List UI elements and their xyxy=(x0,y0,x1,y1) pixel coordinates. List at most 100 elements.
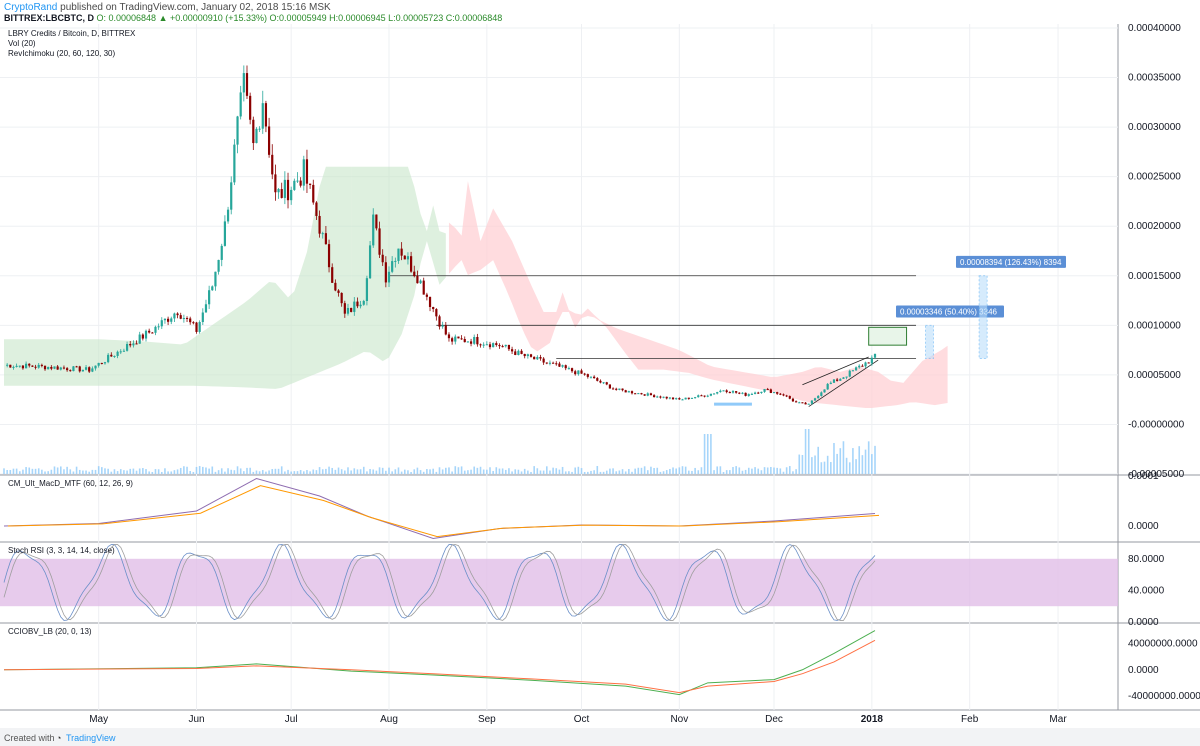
candle-body xyxy=(753,392,757,394)
candle-body xyxy=(482,344,485,346)
volume-bar xyxy=(41,469,43,474)
candle-body xyxy=(678,398,681,400)
candle-body xyxy=(324,233,327,245)
volume-bar xyxy=(640,467,643,474)
tradingview-brand[interactable]: TradingView xyxy=(66,733,116,743)
target-box xyxy=(868,326,908,346)
candle-body xyxy=(832,379,836,383)
candle-body xyxy=(684,397,687,400)
candle-body xyxy=(69,370,72,372)
volume-bar xyxy=(211,466,214,474)
volume-bar xyxy=(15,468,18,474)
volume-bar xyxy=(135,470,138,474)
candle-body xyxy=(129,344,132,346)
candle-body xyxy=(608,384,612,389)
volume-bar xyxy=(239,468,242,474)
volume-bar xyxy=(830,462,832,474)
candle-body xyxy=(81,369,84,372)
candle-body xyxy=(37,364,40,368)
volume-bar xyxy=(151,471,154,474)
volume-bar xyxy=(539,470,542,474)
candle-body xyxy=(700,395,703,397)
measure-range xyxy=(924,324,934,360)
candle-body xyxy=(375,214,378,229)
volume-bar xyxy=(729,470,731,474)
ichimoku-cloud-segment xyxy=(4,166,352,389)
candle-body xyxy=(529,354,533,357)
candle-body xyxy=(820,392,823,396)
volume-bar xyxy=(826,455,829,474)
candle-body xyxy=(185,318,189,320)
volume-bar xyxy=(258,471,261,474)
x-tick-label: Dec xyxy=(765,714,783,725)
horizontal-levels[interactable]: 0.00003346 (50.40%) 3346 0.00008394 (126.… xyxy=(389,255,1066,407)
candle-body xyxy=(31,365,34,367)
candle-body xyxy=(53,366,56,369)
volume-bar xyxy=(233,470,236,474)
volume-bar xyxy=(220,468,223,474)
candle-body xyxy=(826,383,829,390)
measure-label-bg xyxy=(896,305,1004,318)
candle-body xyxy=(709,393,713,396)
chart-header: CryptoRand published on TradingView.com,… xyxy=(0,0,1200,24)
candle-body xyxy=(78,366,81,372)
volume-bar xyxy=(397,467,400,474)
candle-body xyxy=(580,370,583,374)
volume-bar xyxy=(217,470,220,474)
candle-body xyxy=(170,318,173,322)
volume-bar xyxy=(28,467,31,474)
volume-bar xyxy=(684,466,687,474)
volume-bar xyxy=(419,470,422,474)
volume-bar xyxy=(429,469,431,474)
candle-body xyxy=(567,368,570,370)
candle-body xyxy=(498,345,501,347)
volume-bar xyxy=(18,471,21,474)
volume-bar xyxy=(596,466,599,474)
candle-body xyxy=(34,366,37,368)
candle-body xyxy=(782,394,785,396)
candle-body xyxy=(454,336,457,342)
candle-body xyxy=(589,376,593,378)
candle-body xyxy=(47,366,50,370)
candle-body xyxy=(867,362,870,364)
volume-bar xyxy=(741,470,744,474)
volume-bar xyxy=(277,468,280,474)
candle-body xyxy=(132,343,135,346)
volume-bar xyxy=(839,448,842,474)
tradingview-chart[interactable]: 0.00003346 (50.40%) 3346 0.00008394 (126.… xyxy=(0,24,1200,728)
volume-bar xyxy=(344,470,346,474)
volume-bar xyxy=(571,471,573,474)
volume-bar xyxy=(176,469,179,474)
symbol-label: BITTREX:LBCBTC, D xyxy=(4,13,94,23)
volume-bar xyxy=(78,469,81,474)
ichimoku-cloud xyxy=(4,166,948,409)
candle-body xyxy=(548,362,552,364)
volume-bar xyxy=(564,471,567,474)
candle-body xyxy=(189,318,192,323)
volume-bar xyxy=(744,469,747,474)
volume-bar xyxy=(154,469,157,474)
volume-bar xyxy=(738,467,741,474)
volume-bar xyxy=(309,471,311,474)
candle-body xyxy=(694,397,697,399)
volume-bar xyxy=(558,469,561,474)
volume-bar xyxy=(495,467,498,474)
author-name[interactable]: CryptoRand xyxy=(4,2,58,13)
volume-bar xyxy=(274,468,277,474)
candle-body xyxy=(615,388,618,390)
macd-tick-label: 0.0000 xyxy=(1128,521,1159,532)
candle-body xyxy=(725,390,728,393)
volume-bar xyxy=(110,471,113,474)
candle-body xyxy=(646,393,649,396)
volume-bar xyxy=(710,434,712,474)
candle-body xyxy=(536,357,539,360)
volume-bar xyxy=(9,469,12,474)
volume-bar xyxy=(192,471,195,474)
candle-body xyxy=(697,395,700,398)
candle-body xyxy=(378,228,381,255)
volume-bar xyxy=(659,471,662,474)
volume-bar xyxy=(605,470,608,474)
volume-bar xyxy=(31,468,34,474)
volume-bar xyxy=(325,468,327,474)
volume-bar xyxy=(735,466,737,474)
